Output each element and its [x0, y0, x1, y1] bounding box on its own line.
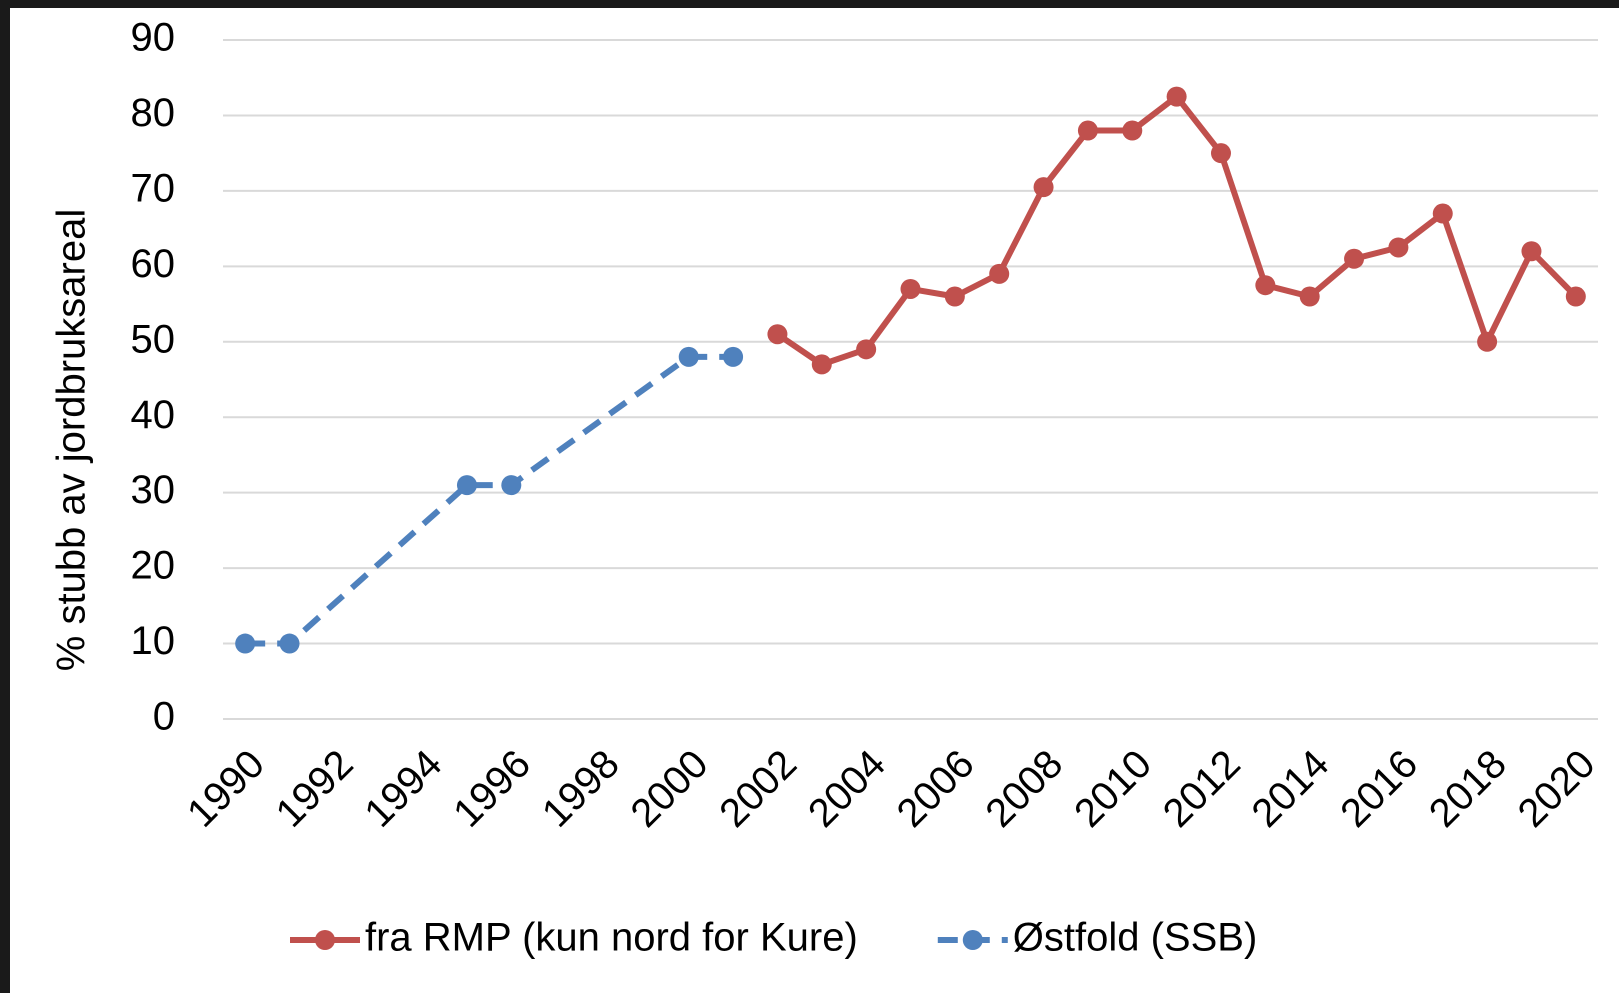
y-tick-label: 0 — [153, 695, 175, 739]
legend-label: Østfold (SSB) — [1013, 916, 1258, 960]
data-point — [1521, 241, 1541, 261]
chart-background — [10, 8, 1619, 993]
legend-marker — [315, 930, 335, 950]
data-point — [457, 475, 477, 495]
data-point — [945, 287, 965, 307]
data-point — [1300, 287, 1320, 307]
data-point — [856, 339, 876, 359]
page: {"chart_data": {"type": "line", "y_label… — [0, 0, 1619, 993]
y-tick-label: 50 — [131, 317, 176, 361]
data-point — [723, 347, 743, 367]
data-point — [1344, 249, 1364, 269]
data-point — [679, 347, 699, 367]
y-tick-label: 70 — [131, 166, 176, 210]
data-point — [1078, 121, 1098, 141]
data-point — [1034, 177, 1054, 197]
data-point — [1122, 121, 1142, 141]
data-point — [1255, 275, 1275, 295]
data-point — [767, 324, 787, 344]
data-point — [1477, 332, 1497, 352]
chart: % stubb av jordbruksareal 0 10 20 30 40 50 60 7… — [0, 0, 1619, 993]
data-point — [989, 264, 1009, 284]
y-tick-label: 10 — [131, 619, 176, 663]
y-tick-label: 40 — [131, 393, 176, 437]
legend-label: fra RMP (kun nord for Kure) — [365, 916, 858, 960]
data-point — [1211, 143, 1231, 163]
data-point — [1566, 287, 1586, 307]
data-point — [280, 634, 300, 654]
data-point — [812, 354, 832, 374]
data-point — [1433, 204, 1453, 224]
y-tick-label: 20 — [131, 544, 176, 588]
data-point — [1388, 237, 1408, 257]
y-tick-label: 30 — [131, 468, 176, 512]
legend-marker — [963, 930, 983, 950]
data-point — [1167, 87, 1187, 107]
y-tick-label: 90 — [131, 16, 176, 60]
data-point — [901, 279, 921, 299]
y-axis-label: % stubb av jordbruksareal — [50, 209, 94, 671]
y-tick-label: 80 — [131, 91, 176, 135]
y-tick-label: 60 — [131, 242, 176, 286]
data-point — [501, 475, 521, 495]
data-point — [235, 634, 255, 654]
